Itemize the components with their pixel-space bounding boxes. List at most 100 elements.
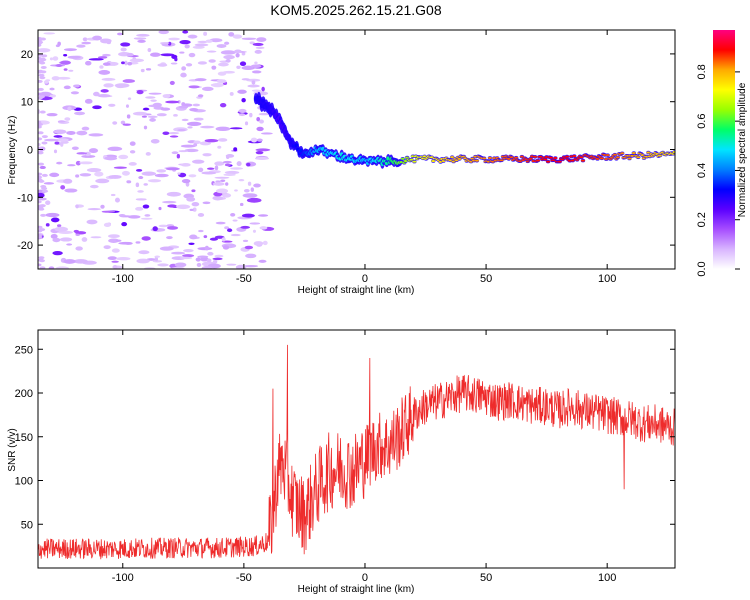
spectrogram-noise-blob — [121, 221, 128, 227]
spectrogram-noise-blob — [191, 202, 200, 207]
colorbar: 0.0 0.2 0.4 0.6 0.8 Normalized spectral ampl… — [696, 30, 748, 277]
spectrogram-noise-blob — [101, 210, 116, 213]
spectrogram-noise-blob — [180, 162, 191, 167]
spectrogram-noise-blob — [63, 68, 68, 71]
spectrogram-noise-blob — [75, 233, 80, 237]
spectrogram-noise-blob — [100, 89, 109, 93]
spectrogram-noise-blob — [152, 260, 163, 263]
snr-y-tick-label: 250 — [15, 344, 33, 356]
snr-x-tick-label: 100 — [598, 572, 616, 584]
spectrogram-noise-blob — [75, 174, 80, 178]
spectrogram-noise-blob — [90, 236, 102, 239]
spectrogram-track-point — [474, 159, 479, 162]
spectrogram-noise-blob — [120, 47, 127, 52]
spectrogram-noise-blob — [38, 37, 43, 41]
spectrogram-noise-blob — [149, 118, 156, 122]
spectrogram-noise-blob — [246, 197, 262, 203]
spectrogram-noise-blob — [106, 40, 112, 45]
spectrogram-noise-blob — [112, 264, 118, 269]
spectrogram-noise-blob — [122, 79, 136, 83]
spectrogram-y-tick-label: -20 — [17, 240, 33, 252]
spectrogram-noise-blob — [243, 264, 259, 268]
spectrogram-noise-blob — [81, 237, 88, 242]
spectrogram-track-point — [422, 155, 427, 158]
spectrogram-noise-blob — [171, 266, 185, 269]
spectrogram-noise-blob — [124, 60, 128, 66]
spectrogram-noise-blob — [142, 107, 150, 111]
spectrogram-noise-blob — [115, 239, 122, 242]
spectrogram-track-point — [627, 157, 632, 160]
colorbar-tick-label: 0.6 — [696, 114, 708, 129]
spectrogram-noise-blob — [176, 153, 181, 159]
spectrogram-noise-blob — [214, 176, 230, 179]
spectrogram-noise-blob — [86, 168, 102, 173]
spectrogram-noise-blob — [52, 251, 63, 256]
spectrogram-track-point — [672, 151, 675, 154]
snr-plot-area — [38, 330, 675, 568]
spectrogram-noise-blob — [193, 117, 204, 121]
spectrogram-noise-blob — [201, 171, 217, 175]
spectrogram-noise-blob — [76, 44, 86, 48]
spectrogram-noise-blob — [81, 154, 96, 158]
spectrogram-noise-blob — [41, 141, 48, 145]
colorbar-gradient — [713, 30, 735, 269]
spectrogram-noise-blob — [40, 213, 47, 217]
spectrogram-noise-blob — [118, 241, 133, 245]
spectrogram-noise-blob — [182, 30, 189, 34]
spectrogram-noise-blob — [38, 162, 45, 166]
spectrogram-noise-blob — [135, 206, 144, 211]
spectrogram-noise-blob — [79, 161, 93, 165]
snr-y-tick-label: 150 — [15, 432, 33, 444]
spectrogram-noise-blob — [250, 64, 262, 69]
spectrogram-track-point — [431, 159, 436, 162]
spectrogram-noise-blob — [219, 102, 227, 108]
spectrogram-noise-blob — [214, 165, 219, 171]
spectrogram-noise-blob — [45, 200, 51, 206]
spectrogram-noise-blob — [38, 225, 43, 229]
spectrogram-noise-blob — [211, 65, 217, 70]
spectrogram-track-point — [543, 158, 548, 161]
spectrogram-y-tick-label: 0 — [27, 145, 33, 157]
spectrogram-noise-blob — [188, 85, 200, 89]
spectrogram-noise-blob — [180, 72, 187, 78]
spectrogram-noise-blob — [243, 188, 250, 193]
spectrogram-noise-blob — [110, 193, 116, 197]
spectrogram-noise-blob — [66, 130, 76, 135]
spectrogram-noise-blob — [254, 49, 262, 54]
spectrogram-noise-blob — [229, 91, 234, 96]
spectrogram-noise-blob — [191, 189, 196, 193]
spectrogram-noise-blob — [224, 41, 230, 45]
spectrogram-noise-blob — [57, 41, 61, 46]
spectrogram-noise-blob — [40, 58, 47, 62]
spectrogram-noise-blob — [189, 107, 199, 112]
spectrogram-noise-blob — [38, 125, 42, 129]
spectrogram-noise-blob — [166, 226, 179, 230]
spectrogram-noise-blob — [166, 236, 173, 240]
spectrogram-noise-blob — [52, 237, 61, 243]
spectrogram-noise-blob — [53, 135, 63, 138]
spectrogram-noise-blob — [103, 222, 111, 227]
spectrogram-noise-blob — [170, 62, 178, 65]
spectrogram-noise-blob — [141, 115, 147, 118]
spectrogram-noise-blob — [82, 37, 88, 42]
spectrogram-noise-blob — [145, 152, 151, 156]
spectrogram-noise-blob — [38, 131, 44, 135]
spectrogram-noise-blob — [254, 61, 258, 65]
spectrogram-noise-blob — [207, 251, 214, 256]
spectrogram-track-point — [557, 160, 562, 163]
spectrogram-noise-blob — [189, 208, 194, 212]
colorbar-tick-label: 0.4 — [696, 163, 708, 178]
spectrogram-noise-blob — [256, 138, 263, 142]
spectrogram-noise-blob — [56, 138, 69, 142]
spectrogram-noise-blob — [38, 229, 43, 233]
spectrogram-noise-blob — [45, 212, 60, 218]
spectrogram-noise-blob — [59, 237, 73, 242]
spectrogram-plot-area — [38, 30, 675, 269]
spectrogram-noise-blob — [38, 256, 45, 260]
spectrogram-noise-blob — [45, 79, 51, 82]
spectrogram-noise-blob — [46, 112, 58, 117]
spectrogram-noise-blob — [145, 96, 156, 99]
spectrogram-noise-blob — [135, 169, 143, 172]
spectrogram-y-tick-label: 20 — [21, 49, 33, 61]
spectrogram-track-point — [409, 158, 414, 161]
